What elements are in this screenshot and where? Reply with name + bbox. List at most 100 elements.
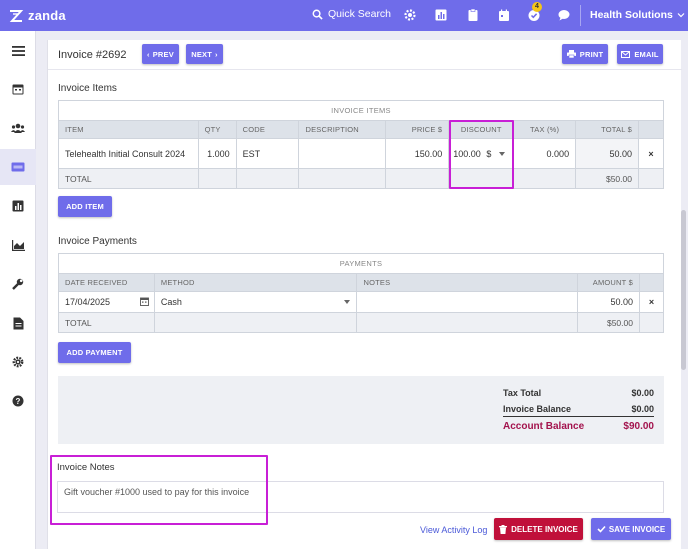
summary-divider <box>503 416 654 417</box>
chart-icon[interactable] <box>434 8 448 22</box>
payment-amount-field[interactable]: 50.00 <box>577 291 640 313</box>
trash-icon <box>499 524 508 534</box>
delete-invoice-button[interactable]: DELETE INVOICE <box>494 518 583 540</box>
add-item-button[interactable]: ADD ITEM <box>58 196 112 217</box>
report-icon <box>12 200 24 212</box>
discount-field[interactable]: 100.00 <box>453 148 481 159</box>
prev-button[interactable]: ‹ PREV <box>142 44 179 64</box>
qty-field[interactable]: 1.000 <box>197 138 237 169</box>
delete-invoice-label: DELETE INVOICE <box>511 524 578 534</box>
column-header-discount: DISCOUNT <box>448 120 515 139</box>
top-bar: zanda Quick Search 4 Health Solu <box>0 0 688 31</box>
dropdown-arrow-icon <box>344 300 351 304</box>
payment-notes-field[interactable] <box>356 291 579 313</box>
sidebar-item-documents[interactable] <box>0 305 36 341</box>
sidebar: ? <box>0 31 36 549</box>
invoice-items-title: Invoice Items <box>58 83 117 94</box>
add-item-label: ADD ITEM <box>66 202 104 211</box>
chat-icon[interactable] <box>557 8 571 22</box>
invoice-summary: Tax Total $0.00 Invoice Balance $0.00 Ac… <box>58 376 664 444</box>
tax-field[interactable]: 0.000 <box>513 138 577 169</box>
sidebar-item-invoices[interactable] <box>0 149 36 185</box>
settings-icon <box>12 356 24 368</box>
next-button[interactable]: NEXT › <box>186 44 223 64</box>
checkmark-icon <box>597 525 606 533</box>
tax-total-value: $0.00 <box>631 388 654 398</box>
delete-payment-button[interactable]: × <box>638 291 665 313</box>
email-button[interactable]: EMAIL <box>617 44 663 64</box>
add-payment-label: ADD PAYMENT <box>66 348 123 357</box>
invoice-payments-title: Invoice Payments <box>58 236 137 247</box>
payments-total-value: $50.00 <box>577 312 640 333</box>
quick-search[interactable]: Quick Search <box>312 8 391 20</box>
column-header-description: DESCRIPTION <box>298 120 387 139</box>
invoice-notes-field[interactable]: Gift voucher #1000 used to pay for this … <box>57 481 664 513</box>
discount-unit-select[interactable]: $ <box>486 148 506 159</box>
analytics-icon <box>11 239 25 251</box>
sidebar-item-reports[interactable] <box>0 188 36 224</box>
empty-cell <box>637 168 665 189</box>
column-header-date: DATE RECEIVED <box>58 273 155 292</box>
email-label: EMAIL <box>634 49 659 59</box>
payment-method-select[interactable]: Cash <box>153 291 358 313</box>
view-activity-log-link[interactable]: View Activity Log <box>420 525 488 535</box>
empty-cell <box>638 312 665 333</box>
calendar-icon <box>12 84 24 95</box>
column-header-notes: NOTES <box>356 273 579 292</box>
prev-label: PREV <box>152 49 174 59</box>
empty-cell <box>197 168 237 189</box>
sidebar-item-tools[interactable] <box>0 266 36 302</box>
empty-cell <box>385 168 450 189</box>
empty-cell <box>356 312 579 333</box>
empty-cell <box>235 168 300 189</box>
empty-cell <box>153 312 358 333</box>
table-row: Telehealth Initial Consult 2024 1.000 ES… <box>58 138 665 169</box>
scrollbar[interactable] <box>681 210 686 370</box>
calendar-icon[interactable] <box>497 8 511 22</box>
sidebar-item-menu[interactable] <box>0 33 36 69</box>
next-label: NEXT <box>191 49 213 59</box>
discount-unit-value: $ <box>486 148 492 159</box>
clipboard-icon[interactable] <box>466 8 480 22</box>
column-header-tax: TAX (%) <box>513 120 577 139</box>
sidebar-item-settings[interactable] <box>0 344 36 380</box>
help-icon: ? <box>12 395 24 407</box>
code-field[interactable]: EST <box>235 138 300 169</box>
save-invoice-button[interactable]: SAVE INVOICE <box>591 518 671 540</box>
sidebar-item-help[interactable]: ? <box>0 383 36 419</box>
organization-switcher[interactable]: Health Solutions <box>590 9 685 21</box>
invoice-balance-label: Invoice Balance <box>503 404 572 414</box>
notification-badge: 4 <box>532 2 542 12</box>
sidebar-item-calendar[interactable] <box>0 71 36 107</box>
column-header-price: PRICE $ <box>385 120 450 139</box>
account-balance-value: $90.00 <box>623 421 654 432</box>
description-field[interactable] <box>298 138 387 169</box>
invoice-items-table: INVOICE ITEMS ITEM QTY CODE DESCRIPTION … <box>58 100 665 189</box>
price-field[interactable]: 150.00 <box>385 138 450 169</box>
page-title: Invoice #2692 <box>58 49 127 61</box>
sidebar-item-clients[interactable] <box>0 110 36 146</box>
item-name-field[interactable]: Telehealth Initial Consult 2024 <box>58 138 199 169</box>
print-button[interactable]: PRINT <box>562 44 608 64</box>
empty-cell <box>448 168 515 189</box>
sidebar-item-analytics[interactable] <box>0 227 36 263</box>
delete-row-button[interactable]: × <box>637 138 665 169</box>
payments-header-row: DATE RECEIVED METHOD NOTES AMOUNT $ <box>58 273 665 292</box>
calendar-icon[interactable] <box>139 297 149 306</box>
column-header-actions <box>637 120 665 139</box>
users-icon <box>11 123 25 133</box>
invoice-items-caption: INVOICE ITEMS <box>58 100 664 121</box>
save-invoice-label: SAVE INVOICE <box>608 524 666 534</box>
invoice-panel: Invoice #2692 ‹ PREV NEXT › PRINT EMAIL … <box>47 40 682 549</box>
column-header-method: METHOD <box>153 273 358 292</box>
column-header-actions <box>638 273 665 292</box>
date-received-field[interactable]: 17/04/2025 <box>58 291 155 313</box>
zanda-logo-icon <box>9 9 24 22</box>
check-badge-icon[interactable] <box>527 8 541 22</box>
add-payment-button[interactable]: ADD PAYMENT <box>58 342 131 363</box>
invoice-notes-label: Invoice Notes <box>57 462 115 473</box>
invoice-icon <box>11 162 25 172</box>
gear-icon[interactable] <box>403 8 417 22</box>
date-value: 17/04/2025 <box>65 297 111 307</box>
logo[interactable]: zanda <box>8 8 66 24</box>
